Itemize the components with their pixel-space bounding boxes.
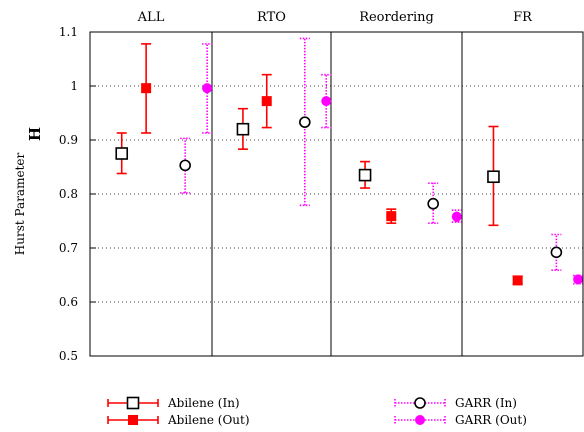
data-point [115, 132, 129, 175]
y-tick-label: 0.8 [59, 187, 78, 201]
y-tick-label: 0.7 [59, 241, 78, 255]
marker-filled-circle [321, 96, 332, 107]
marker-open-square [358, 168, 372, 182]
marker-filled-circle [415, 415, 425, 425]
legend-label: GARR (Out) [455, 413, 527, 427]
data-point [141, 43, 152, 134]
data-point [550, 233, 563, 271]
marker-filled-circle [573, 274, 584, 285]
marker-filled-square [128, 415, 138, 425]
data-point [179, 137, 191, 194]
marker-open-circle [179, 159, 191, 172]
category-panels: ALL RTO Reordering FR [137, 10, 533, 356]
legend-label: GARR (In) [455, 396, 517, 410]
marker-filled-square [261, 96, 272, 107]
y-axis-title: Hurst Parameter [13, 153, 27, 256]
y-axis-symbol: H [26, 127, 44, 141]
category-label: ALL [137, 10, 165, 25]
marker-open-circle [427, 197, 439, 210]
data-point [321, 73, 332, 129]
marker-filled-circle [451, 211, 462, 222]
data-point [487, 125, 500, 227]
y-axis-label: Hurst Parameter H [13, 127, 44, 255]
data-point [236, 107, 250, 150]
marker-filled-square [141, 83, 152, 94]
data-series [115, 37, 584, 286]
data-point [512, 275, 523, 286]
marker-open-square [236, 122, 250, 136]
category-label: Reordering [359, 10, 434, 25]
marker-open-square [126, 396, 140, 410]
y-tick-label: 0.6 [59, 295, 78, 309]
marker-filled-square [512, 275, 523, 286]
series-garr-in [179, 37, 563, 271]
data-point [358, 160, 372, 189]
y-tick-label: 0.9 [59, 133, 78, 147]
data-point [427, 182, 439, 224]
y-tick-label: 0.5 [59, 349, 78, 363]
marker-filled-circle [202, 83, 213, 94]
series-abilene-out [141, 43, 523, 286]
data-point [573, 274, 584, 285]
series-garr-out [202, 43, 584, 285]
data-point [386, 208, 397, 224]
legend-item: GARR (Out) [394, 413, 527, 427]
grid-lines [90, 85, 583, 303]
marker-open-circle [414, 397, 426, 409]
data-point [202, 43, 213, 134]
marker-filled-square [386, 211, 397, 222]
legend-label: Abilene (In) [167, 396, 240, 410]
data-point [261, 73, 272, 129]
marker-open-circle [299, 116, 311, 128]
legend-item: GARR (In) [394, 396, 517, 410]
category-label: RTO [257, 10, 286, 25]
data-point [299, 37, 311, 207]
legend-item: Abilene (Out) [107, 413, 250, 427]
category-label: FR [513, 10, 533, 25]
marker-open-circle [550, 246, 563, 259]
marker-open-square [115, 147, 129, 160]
legend-label: Abilene (Out) [167, 413, 250, 427]
legend-item: Abilene (In) [107, 396, 240, 410]
data-point [451, 209, 462, 223]
y-tick-label: 1 [70, 79, 78, 93]
marker-open-square [487, 170, 500, 184]
y-axis-ticks: 0.5 0.6 0.7 0.8 0.9 1 1.1 [59, 25, 96, 363]
y-tick-label: 1.1 [59, 25, 78, 39]
series-abilene-in [115, 107, 500, 227]
legend: Abilene (In) Abilene (Out) GARR (In) GARR (… [107, 396, 527, 427]
plot-frame [89, 31, 584, 357]
